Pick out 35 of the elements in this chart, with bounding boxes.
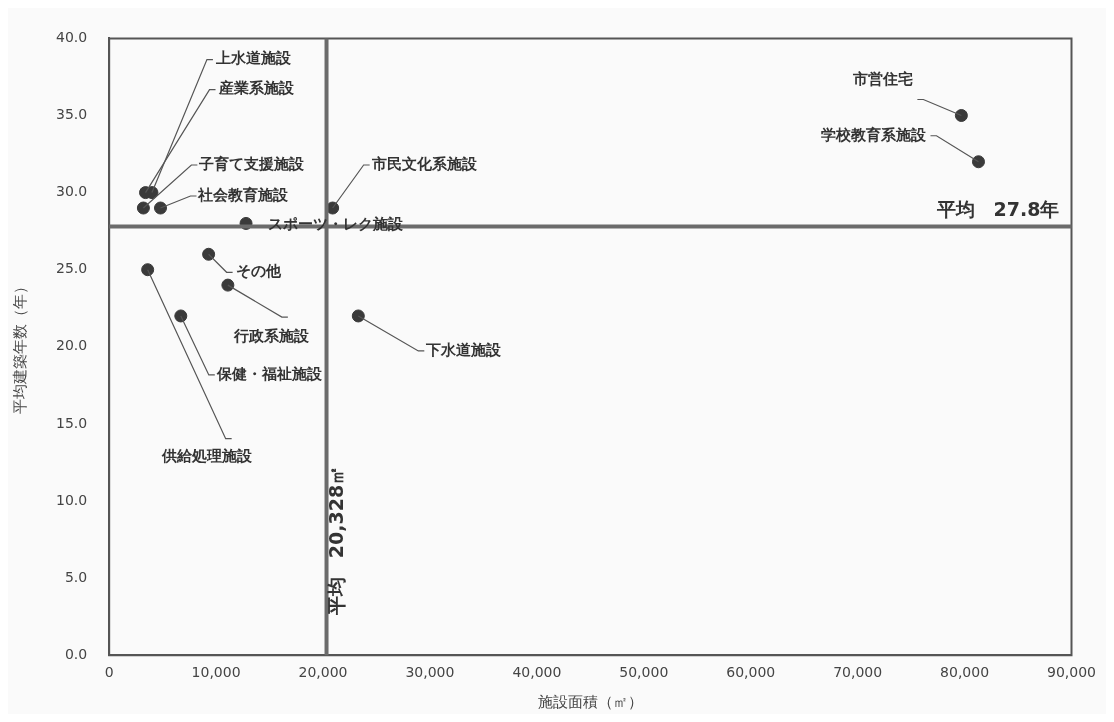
- annotation: 下水道施設: [425, 340, 503, 359]
- x-tick-label: 30,000: [405, 664, 455, 681]
- annotation: 産業系施設: [217, 79, 295, 98]
- x-tick-label: 60,000: [726, 664, 776, 681]
- annotation: 供給処理施設: [160, 446, 253, 465]
- annotation: 市営住宅: [852, 70, 914, 89]
- y-axis-title: 平均建築年数（年）: [10, 279, 29, 415]
- x-tick-label: 0: [104, 664, 114, 681]
- annotation: その他: [235, 262, 282, 281]
- y-tick-label: 0.0: [64, 645, 88, 662]
- y-tick-label: 10.0: [56, 491, 88, 508]
- annotation: 保健・福祉施設: [215, 364, 323, 383]
- x-tick-label: 10,000: [191, 664, 241, 681]
- x-tick-label: 80,000: [940, 664, 990, 681]
- x-tick-label: 20,000: [298, 664, 348, 681]
- y-tick-label: 40.0: [56, 29, 88, 46]
- y-tick-label: 25.0: [56, 260, 88, 277]
- ref-line-label: 平均 20,328㎡: [325, 465, 348, 617]
- y-tick-label: 30.0: [56, 183, 88, 200]
- x-tick-label: 70,000: [833, 664, 883, 681]
- annotation: 上水道施設: [214, 49, 292, 68]
- y-tick-label: 15.0: [56, 414, 88, 431]
- y-tick-label: 5.0: [64, 568, 88, 585]
- x-tick-label: 90,000: [1047, 664, 1097, 681]
- ref-line-label: 平均 27.8年: [935, 197, 1060, 220]
- annotation: 行政系施設: [232, 327, 310, 346]
- annotation: 市民文化系施設: [370, 154, 478, 173]
- annotation: 社会教育施設: [197, 185, 290, 204]
- x-tick-label: 50,000: [619, 664, 669, 681]
- annotation: 学校教育系施設: [821, 125, 928, 144]
- x-tick-label: 40,000: [512, 664, 562, 681]
- annotation: 子育て支援施設: [198, 154, 306, 173]
- y-tick-label: 35.0: [56, 106, 88, 123]
- x-axis-title: 施設面積（㎡）: [537, 692, 643, 711]
- y-tick-label: 20.0: [56, 337, 88, 354]
